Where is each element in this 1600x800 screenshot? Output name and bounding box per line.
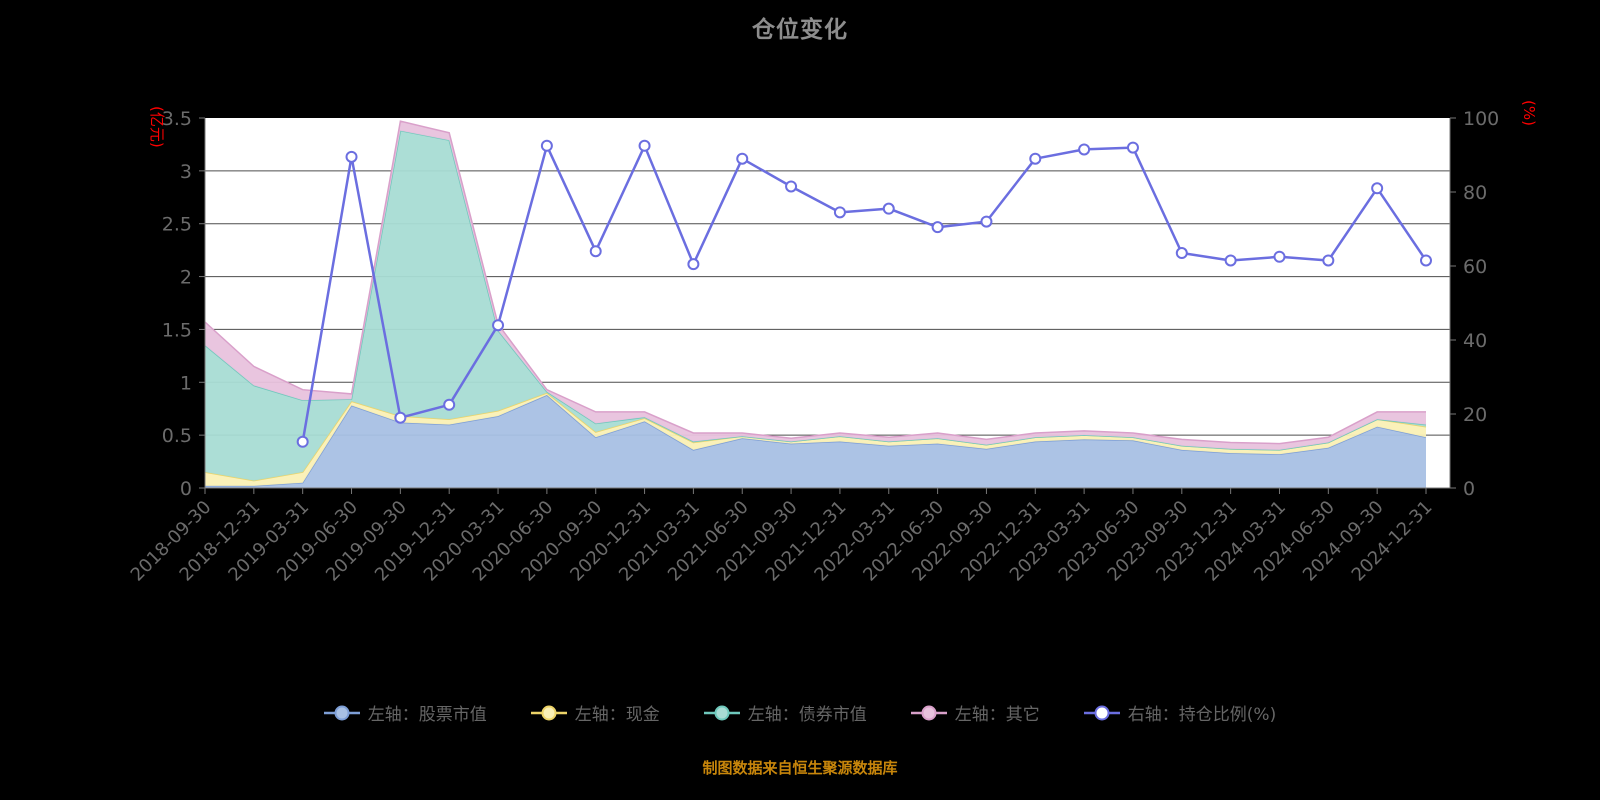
ratio-marker	[785, 180, 798, 193]
legend-item-cash[interactable]: 左轴：现金	[530, 700, 660, 725]
chart-legend: 左轴：股票市值 左轴：现金 左轴：债券市值 左轴：其它 右轴：持仓比例(%)	[0, 700, 1600, 725]
right-axis-tick: 0	[1463, 478, 1475, 500]
area-edge-other	[204, 120, 1426, 445]
ratio-marker	[638, 139, 651, 152]
right-axis-tick: 80	[1463, 182, 1487, 204]
legend-marker-other	[910, 705, 947, 720]
right-axis-tick: 20	[1463, 404, 1487, 426]
ratio-marker	[1126, 141, 1139, 154]
legend-item-stock[interactable]: 左轴：股票市值	[323, 700, 487, 725]
ratio-marker	[1420, 254, 1432, 267]
legend-label-cash: 左轴：现金	[574, 705, 660, 725]
ratio-marker	[1371, 182, 1384, 195]
right-axis-tick: 60	[1463, 256, 1487, 278]
ratio-marker	[1175, 247, 1188, 260]
ratio-marker	[1273, 250, 1286, 263]
ratio-marker	[443, 398, 456, 411]
left-axis-tick: 3	[180, 161, 192, 183]
left-axis-tick: 2.5	[162, 214, 192, 236]
right-axis-tick: 100	[1463, 108, 1499, 130]
ratio-marker	[1078, 143, 1091, 156]
ratio-marker	[931, 221, 944, 234]
ratio-marker	[980, 215, 993, 228]
area-series-stock	[205, 395, 1426, 488]
ratio-marker	[1224, 254, 1237, 267]
right-axis-unit: (%)	[1520, 100, 1538, 126]
ratio-marker	[394, 411, 407, 424]
legend-item-bond[interactable]: 左轴：债券市值	[703, 700, 867, 725]
ratio-marker	[540, 139, 553, 152]
ratio-marker	[1029, 152, 1042, 165]
legend-label-ratio: 右轴：持仓比例(%)	[1127, 705, 1277, 725]
legend-label-stock: 左轴：股票市值	[367, 705, 487, 725]
legend-item-other[interactable]: 左轴：其它	[910, 700, 1040, 725]
legend-label-bond: 左轴：债券市值	[747, 705, 867, 725]
ratio-marker	[296, 435, 309, 448]
ratio-marker	[882, 202, 895, 215]
ratio-line	[301, 144, 1428, 443]
ratio-marker	[736, 152, 749, 165]
chart-title: 仓位变化	[752, 17, 848, 43]
ratio-marker	[345, 150, 358, 163]
ratio-marker	[687, 258, 700, 271]
legend-item-ratio[interactable]: 右轴：持仓比例(%)	[1083, 700, 1277, 725]
left-axis-tick: 1.5	[162, 319, 192, 341]
ratio-marker	[1322, 254, 1335, 267]
stacked-areas	[204, 120, 1427, 488]
left-axis-tick: 0	[180, 478, 192, 500]
legend-marker-ratio	[1083, 705, 1120, 720]
legend-marker-stock	[323, 705, 360, 720]
ratio-marker	[833, 206, 846, 219]
legend-label-other: 左轴：其它	[954, 705, 1040, 725]
right-axis-tick: 40	[1463, 330, 1487, 352]
legend-marker-cash	[530, 705, 567, 720]
left-axis-tick: 3.5	[162, 108, 192, 130]
left-axis-unit: (亿元)	[148, 106, 166, 148]
legend-marker-bond	[703, 705, 740, 720]
data-source-note: 制图数据来自恒生聚源数据库	[702, 759, 898, 777]
ratio-marker	[492, 319, 505, 332]
ratio-marker	[589, 245, 602, 258]
left-axis-tick: 0.5	[162, 425, 192, 447]
left-axis-tick: 1	[180, 372, 192, 394]
area-series-bond	[205, 130, 1426, 481]
left-axis-tick: 2	[180, 267, 192, 289]
